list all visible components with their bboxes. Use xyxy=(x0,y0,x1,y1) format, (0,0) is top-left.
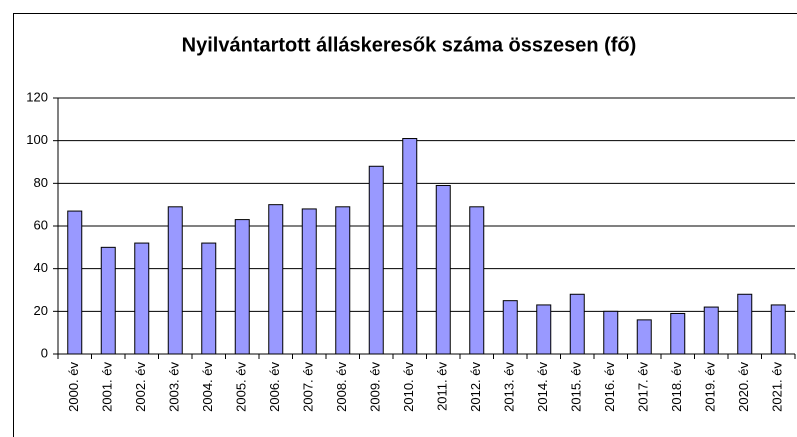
bar xyxy=(770,304,786,355)
x-tick-label: 2019. év xyxy=(703,362,718,412)
bar xyxy=(703,306,719,355)
x-tick-label: 2009. év xyxy=(368,362,383,412)
x-tick-label: 2011. év xyxy=(435,362,450,411)
bar xyxy=(435,184,451,355)
x-tick-label: 2002. év xyxy=(133,362,148,412)
y-tick-label: 80 xyxy=(34,175,48,190)
bar xyxy=(268,204,284,355)
x-tick-label: 2008. év xyxy=(334,362,349,412)
x-tick-label: 2006. év xyxy=(267,362,282,412)
bar xyxy=(234,219,250,355)
bar xyxy=(201,242,217,355)
bar xyxy=(134,242,150,355)
x-tick-label: 2018. év xyxy=(669,362,684,412)
x-tick-label: 2001. év xyxy=(100,362,115,412)
y-tick-label: 60 xyxy=(34,217,48,232)
bar xyxy=(335,206,351,355)
x-tick-label: 2007. év xyxy=(301,362,316,412)
x-tick-label: 2020. év xyxy=(736,362,751,412)
y-tick-label: 20 xyxy=(34,303,48,318)
bar xyxy=(670,312,686,355)
x-tick-label: 2014. év xyxy=(535,362,550,412)
chart-title: Nyilvántartott álláskeresők száma összes… xyxy=(182,34,637,56)
bar xyxy=(402,138,418,355)
x-tick-label: 2013. év xyxy=(502,362,517,412)
y-tick-label: 40 xyxy=(34,260,48,275)
bar xyxy=(67,210,83,355)
x-tick-label: 2004. év xyxy=(200,362,215,412)
bar xyxy=(603,310,619,355)
x-tick-label: 2017. év xyxy=(636,362,651,412)
bar xyxy=(502,300,518,355)
bar xyxy=(569,293,585,355)
bar xyxy=(737,293,753,355)
x-tick-label: 2005. év xyxy=(234,362,249,412)
bar xyxy=(636,319,652,355)
x-tick-label: 2021. év xyxy=(770,362,785,412)
bar xyxy=(301,208,317,355)
x-tick-label: 2015. év xyxy=(569,362,584,412)
x-tick-label: 2012. év xyxy=(468,362,483,412)
y-tick-label: 0 xyxy=(41,345,48,360)
x-tick-label: 2016. év xyxy=(602,362,617,412)
bar xyxy=(536,304,552,355)
x-tick-label: 2010. év xyxy=(401,362,416,412)
bar xyxy=(368,165,384,355)
x-tick-label: 2000. év xyxy=(66,362,81,412)
x-tick-label: 2003. év xyxy=(167,362,182,412)
y-tick-label: 120 xyxy=(26,89,48,104)
bar xyxy=(100,246,116,355)
y-tick-label: 100 xyxy=(26,132,48,147)
bar xyxy=(167,206,183,355)
bar xyxy=(469,206,485,355)
